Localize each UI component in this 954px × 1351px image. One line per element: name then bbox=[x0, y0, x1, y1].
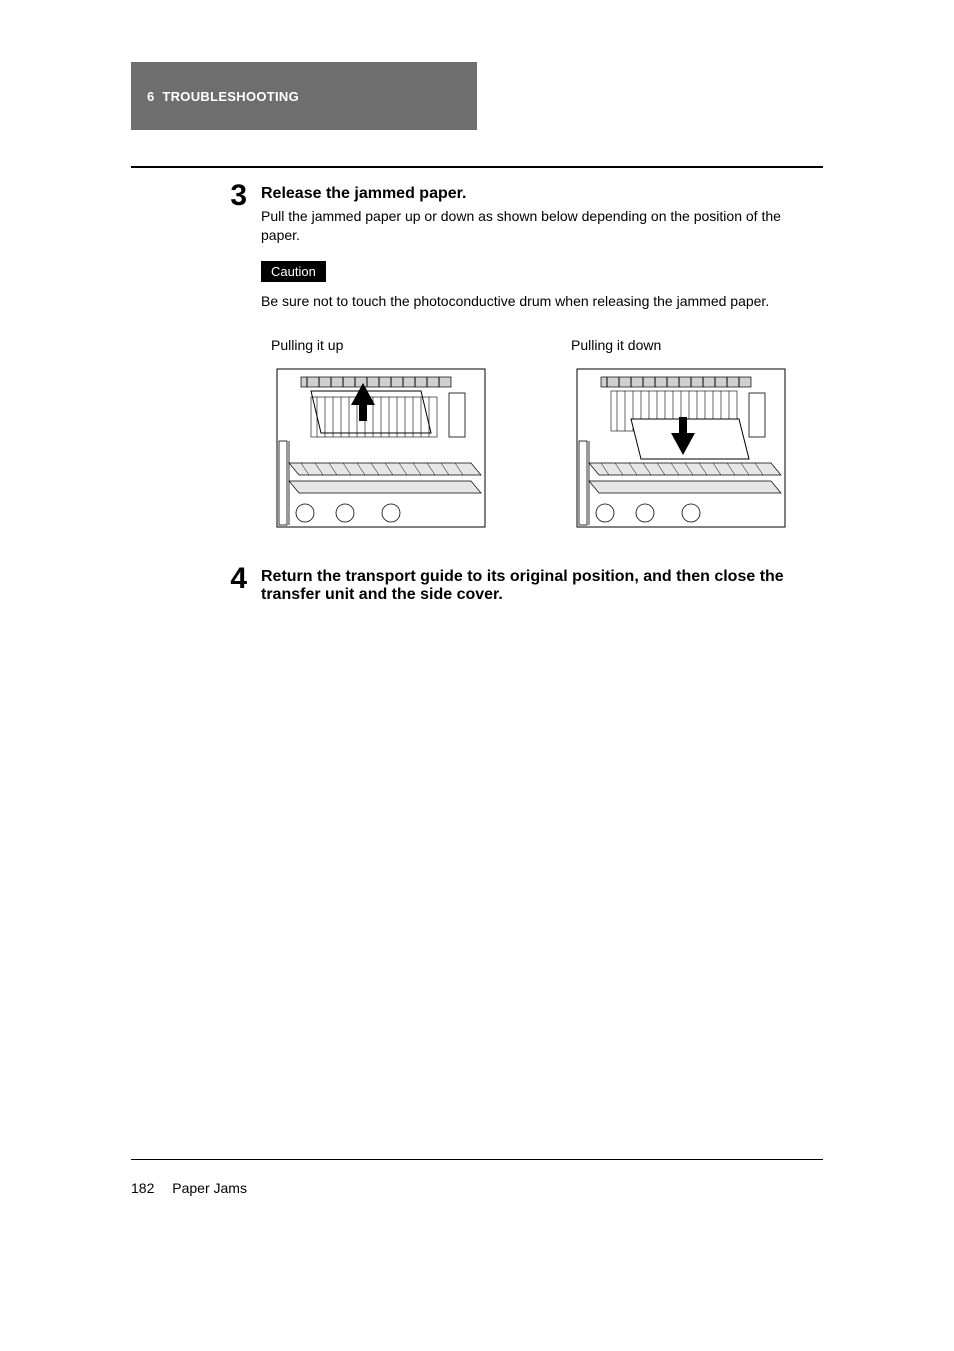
figure-label: Pulling it up bbox=[271, 337, 491, 353]
footer-section-title: Paper Jams bbox=[172, 1180, 247, 1196]
caution-text: Be sure not to touch the photoconductive… bbox=[261, 292, 823, 311]
step-number: 3 bbox=[131, 181, 261, 211]
footer-rule bbox=[131, 1159, 823, 1160]
chapter-header-text: 6 TROUBLESHOOTING bbox=[147, 89, 299, 104]
step-body: Return the transport guide to its origin… bbox=[261, 568, 823, 608]
figure-label: Pulling it down bbox=[571, 337, 791, 353]
printer-illustration-down bbox=[571, 363, 791, 533]
chapter-title: TROUBLESHOOTING bbox=[162, 89, 299, 104]
step-4: 4 Return the transport guide to its orig… bbox=[131, 568, 823, 608]
chapter-header: 6 TROUBLESHOOTING bbox=[131, 62, 477, 130]
step-number: 4 bbox=[131, 564, 261, 594]
figures-row: Pulling it up bbox=[271, 337, 823, 538]
printer-illustration-up bbox=[271, 363, 491, 533]
step-3: 3 Release the jammed paper. Pull the jam… bbox=[131, 185, 823, 538]
step-title: Return the transport guide to its origin… bbox=[261, 568, 823, 604]
step-description: Pull the jammed paper up or down as show… bbox=[261, 207, 823, 245]
chapter-num: 6 bbox=[147, 89, 155, 104]
figure-pull-down: Pulling it down bbox=[571, 337, 791, 538]
figure-pull-up: Pulling it up bbox=[271, 337, 491, 538]
step-title: Release the jammed paper. bbox=[261, 185, 823, 203]
caution-label: Caution bbox=[261, 261, 326, 282]
content-area: 3 Release the jammed paper. Pull the jam… bbox=[131, 185, 823, 630]
step-body: Release the jammed paper. Pull the jamme… bbox=[261, 185, 823, 538]
page-number: 182 bbox=[131, 1180, 154, 1196]
page-footer: 182 Paper Jams bbox=[131, 1180, 247, 1196]
header-rule bbox=[131, 166, 823, 168]
